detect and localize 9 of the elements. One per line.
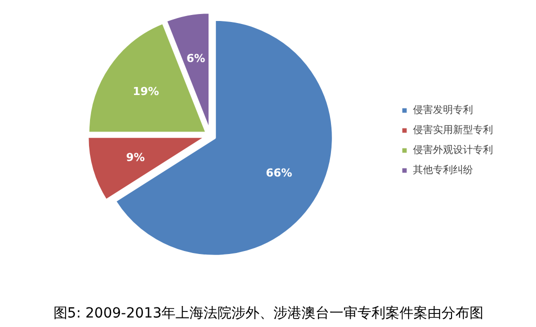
data-label: 9% xyxy=(126,150,145,164)
legend-label: 侵害外观设计专利 xyxy=(413,144,493,157)
legend-label: 侵害实用新型专利 xyxy=(413,124,493,137)
data-label: 19% xyxy=(132,85,160,98)
data-label: 66% xyxy=(266,166,292,180)
data-label: 6% xyxy=(186,52,206,66)
legend-label: 侵害发明专利 xyxy=(413,104,473,117)
text: 图5: 2009-2013年上海法院涉外、涉港澳台一审专利案件案由分布图 xyxy=(53,304,484,322)
legend-label: 其他专利纠纷 xyxy=(413,164,473,177)
